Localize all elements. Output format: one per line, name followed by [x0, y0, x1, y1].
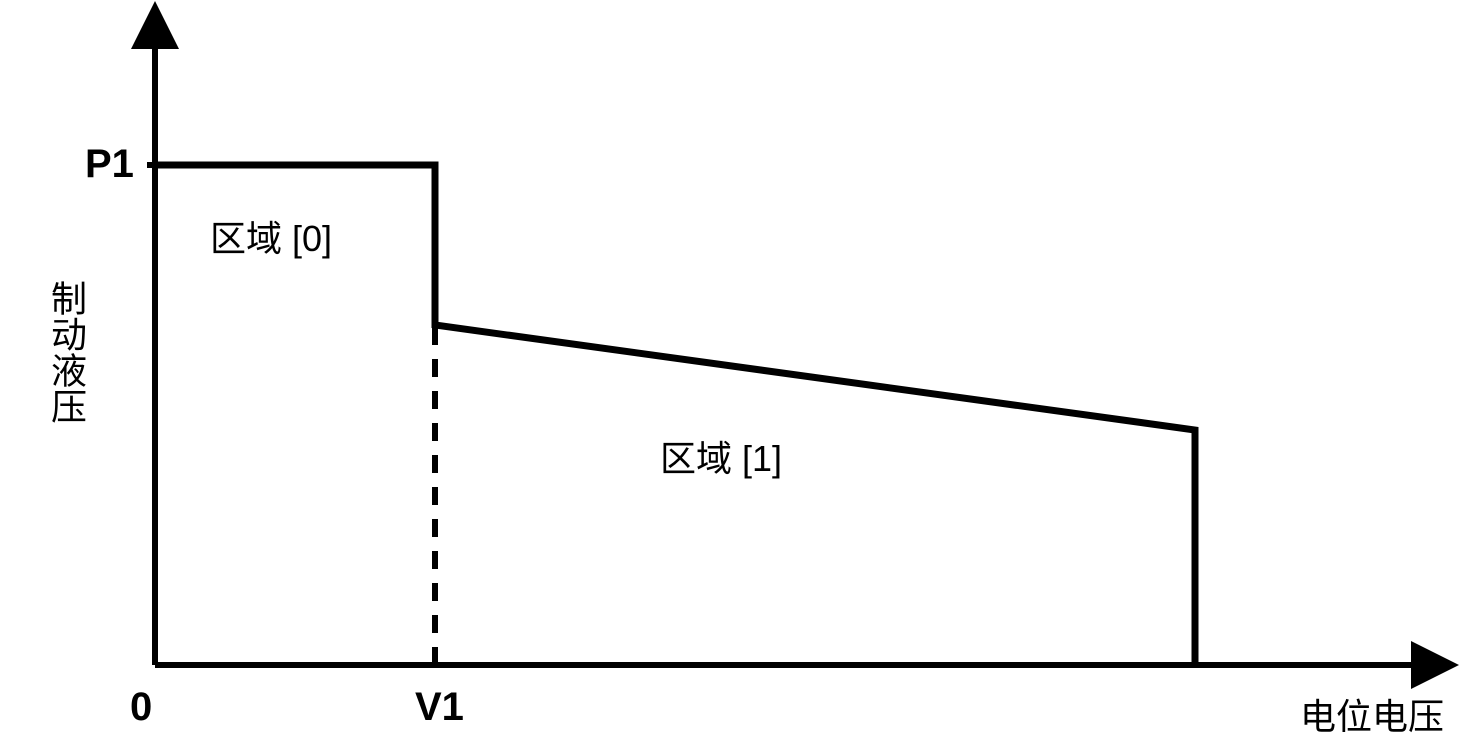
tick-label-v1: V1	[415, 685, 464, 730]
region-label-1: 区域 [1]	[660, 430, 782, 482]
tick-label-p1: P1	[85, 142, 134, 187]
tick-label-0: 0	[130, 685, 152, 730]
y-axis-label: 制动液压	[40, 280, 92, 424]
region-label-0: 区域 [0]	[210, 210, 332, 262]
x-axis-label: 电位电压	[1300, 688, 1444, 740]
chart-area: 制动液压 电位电压 0 V1 P1 区域 [0] 区域 [1]	[0, 0, 1465, 743]
chart-svg	[0, 0, 1465, 743]
